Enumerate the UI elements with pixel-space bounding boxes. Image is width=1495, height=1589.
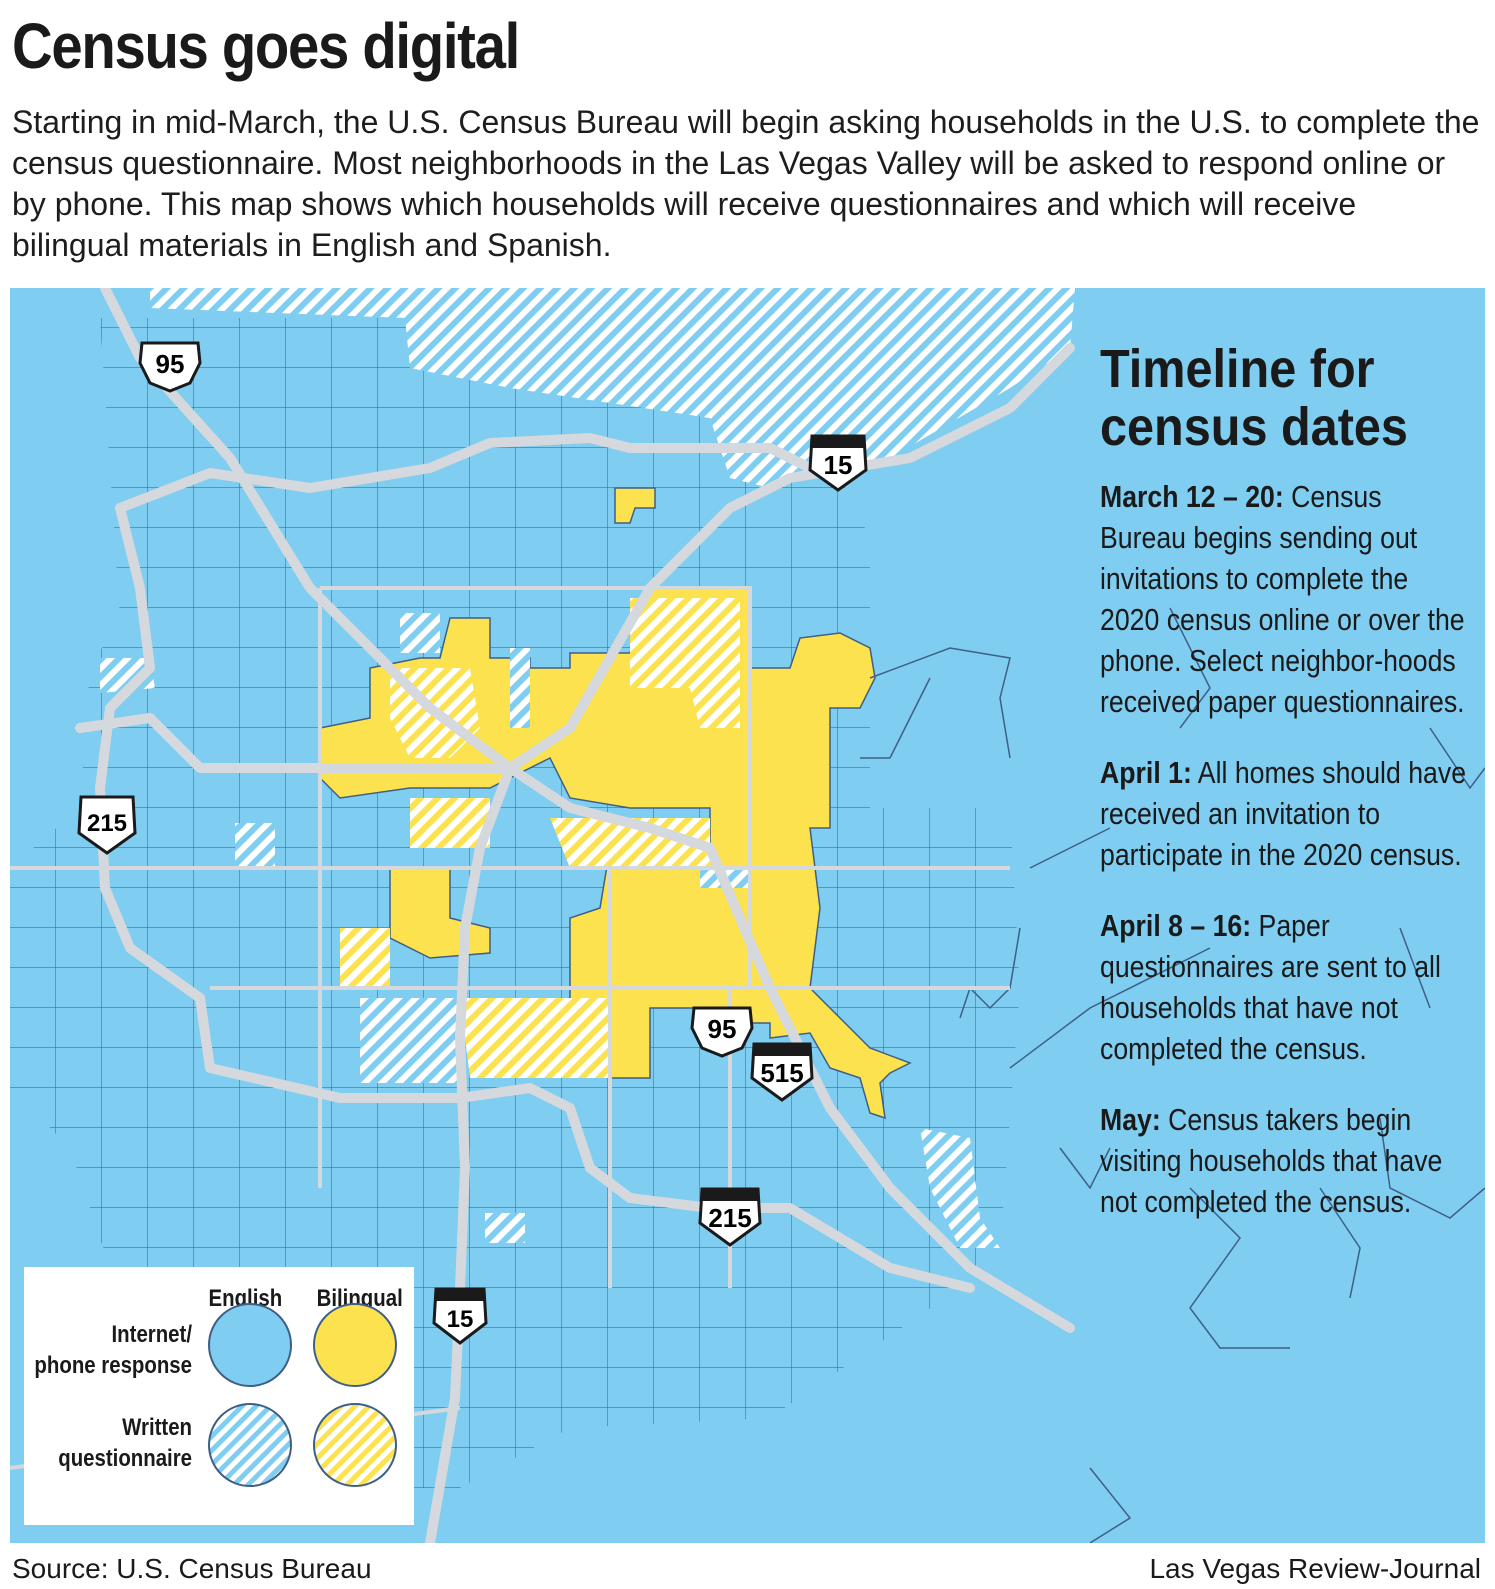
timeline-panel: Timeline for census dates March 12 – 20:… (1100, 340, 1470, 1252)
timeline-item: April 1: All homes should have received … (1100, 752, 1470, 875)
legend-swatch-bilingual-written (313, 1403, 397, 1487)
timeline-date: March 12 – 20: (1100, 479, 1284, 514)
written-english-b (235, 823, 275, 868)
legend-swatch-english-internet (208, 1303, 292, 1387)
shield-interstate-15-north: 15 (808, 434, 868, 492)
shield-interstate-15-south: 15 (432, 1287, 488, 1345)
bilingual-internet-north (614, 487, 656, 524)
svg-text:95: 95 (156, 349, 185, 379)
shield-us-95-south: 95 (690, 1006, 754, 1058)
timeline-heading: Timeline for census dates (1100, 339, 1408, 457)
map-legend: English Bilingual Internet/ phone respon… (24, 1267, 414, 1525)
east-boundaries (860, 607, 1485, 1543)
intro-text: Starting in mid-March, the U.S. Census B… (12, 104, 1480, 263)
bilingual-written-e (460, 998, 610, 1078)
written-english-a (400, 613, 440, 653)
written-english-f (485, 1213, 525, 1243)
page-title: Census goes digital (12, 10, 520, 82)
svg-text:215: 215 (87, 810, 127, 837)
shield-state-215-west: 215 (77, 795, 137, 855)
shield-us-95-north: 95 (138, 341, 202, 393)
timeline-date: May: (1100, 1102, 1161, 1137)
timeline-date: April 8 – 16: (1100, 908, 1252, 943)
svg-text:95: 95 (708, 1014, 737, 1044)
written-english-h (510, 648, 530, 728)
svg-text:15: 15 (447, 1306, 474, 1333)
publisher-credit: Las Vegas Review-Journal (1149, 1553, 1481, 1584)
legend-swatch-bilingual-internet (313, 1303, 397, 1387)
legend-row-internet: Internet/ phone response (34, 1321, 192, 1379)
timeline-item: May: Census takers begin visiting househ… (1100, 1099, 1470, 1222)
timeline-text: Paper questionnaires are sent to all hou… (1100, 908, 1441, 1066)
written-english-c (100, 658, 155, 693)
svg-text:215: 215 (708, 1203, 751, 1233)
source-credit: Source: U.S. Census Bureau (12, 1553, 372, 1584)
bilingual-written-b (630, 598, 740, 728)
written-english-d (360, 998, 460, 1083)
shield-interstate-515: 515 (750, 1042, 814, 1102)
bilingual-written-f (340, 928, 390, 988)
written-english-g (920, 1128, 1000, 1248)
legend-swatch-english-written (208, 1403, 292, 1487)
timeline-text: All homes should have received an invita… (1100, 755, 1467, 872)
bilingual-written-c (410, 798, 490, 848)
tract-grid (10, 318, 1020, 1488)
timeline-text: Census Bureau begins sending out invitat… (1100, 479, 1465, 719)
timeline-item: April 8 – 16: Paper questionnaires are s… (1100, 905, 1470, 1069)
legend-row-written: Written questionnaire (58, 1414, 192, 1472)
timeline-text: Census takers begin visiting households … (1100, 1102, 1443, 1219)
timeline-item: March 12 – 20: Census Bureau begins send… (1100, 476, 1470, 722)
timeline-date: April 1: (1100, 755, 1192, 790)
shield-interstate-215-south: 215 (698, 1187, 762, 1247)
svg-text:515: 515 (760, 1058, 803, 1088)
legend-swatches (208, 1303, 397, 1487)
svg-text:15: 15 (824, 450, 853, 480)
